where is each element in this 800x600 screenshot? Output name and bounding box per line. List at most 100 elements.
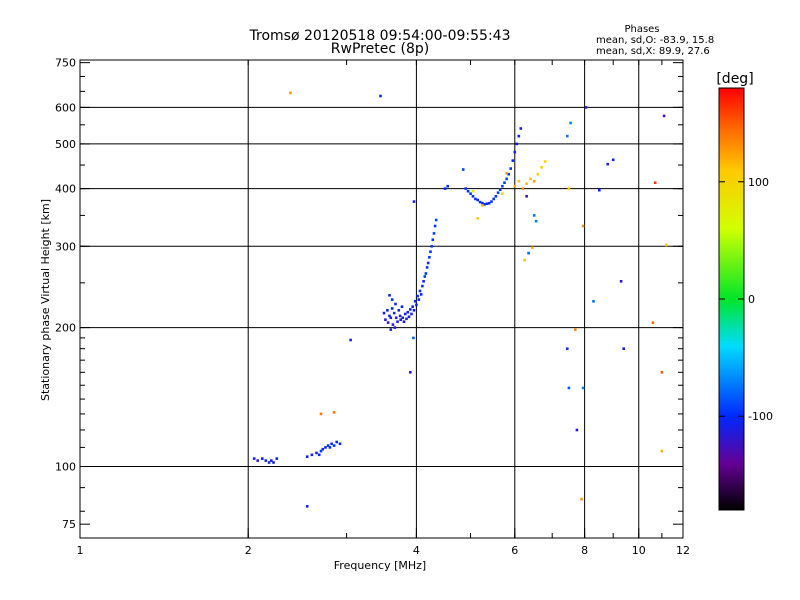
echo-point bbox=[525, 182, 528, 185]
y-tick-label: 200 bbox=[55, 322, 76, 335]
echo-point bbox=[419, 293, 423, 296]
echo-point bbox=[330, 442, 333, 446]
echo-point bbox=[407, 315, 411, 319]
echo-point bbox=[532, 180, 536, 183]
echo-point bbox=[494, 195, 498, 198]
y-tick-label: 500 bbox=[55, 138, 76, 151]
echo-point bbox=[428, 256, 431, 259]
echo-point bbox=[531, 246, 534, 249]
echo-point bbox=[425, 266, 429, 269]
echo-point bbox=[424, 272, 428, 275]
echo-point bbox=[418, 289, 422, 293]
echo-point bbox=[566, 347, 569, 350]
echo-point bbox=[335, 440, 338, 444]
echo-point bbox=[592, 300, 595, 303]
echo-point bbox=[390, 298, 394, 301]
echo-point bbox=[471, 189, 475, 193]
echo-point bbox=[461, 168, 465, 171]
echo-point bbox=[410, 312, 413, 316]
echo-point bbox=[401, 316, 404, 320]
echo-point bbox=[523, 258, 526, 262]
echo-point bbox=[310, 453, 314, 457]
echo-point bbox=[653, 181, 657, 184]
x-tick-label: 4 bbox=[413, 544, 420, 557]
phases-info-x-mode: mean, sd,X: 89.9, 27.6 bbox=[596, 46, 710, 57]
echo-point bbox=[471, 195, 475, 198]
echo-point bbox=[305, 455, 309, 458]
colorbar-tick-label: -100 bbox=[748, 410, 773, 423]
echo-point bbox=[521, 187, 525, 190]
echo-point bbox=[403, 312, 407, 316]
y-tick-label: 300 bbox=[55, 240, 76, 253]
echo-point bbox=[513, 150, 517, 154]
echo-point bbox=[379, 94, 382, 98]
colorbar-tick-label: 0 bbox=[748, 293, 755, 306]
echo-point bbox=[481, 201, 484, 205]
echo-point bbox=[464, 187, 467, 190]
x-tick-label: 6 bbox=[511, 544, 518, 557]
echo-point bbox=[567, 187, 571, 190]
echo-point bbox=[651, 321, 655, 324]
echo-point bbox=[501, 192, 504, 195]
echo-point bbox=[391, 323, 395, 326]
echo-point bbox=[622, 347, 625, 350]
echo-point bbox=[386, 309, 389, 312]
echo-point bbox=[409, 371, 412, 374]
echo-point bbox=[389, 328, 393, 331]
echo-point bbox=[421, 284, 424, 288]
echo-point bbox=[569, 121, 572, 125]
echo-point bbox=[492, 197, 495, 201]
echo-point bbox=[412, 200, 416, 203]
echo-point bbox=[252, 457, 256, 460]
echo-point bbox=[386, 321, 390, 324]
echo-point bbox=[324, 446, 327, 449]
x-tick-label: 8 bbox=[581, 544, 588, 557]
echo-point bbox=[660, 449, 664, 453]
echo-point bbox=[415, 303, 418, 307]
echo-point bbox=[409, 308, 412, 311]
echo-point bbox=[332, 444, 336, 447]
echo-point bbox=[326, 444, 330, 447]
echo-point bbox=[515, 142, 519, 146]
echo-point bbox=[272, 461, 275, 464]
y-tick-label: 100 bbox=[55, 461, 76, 474]
echo-point bbox=[422, 280, 425, 283]
plot-area bbox=[80, 60, 683, 538]
echo-point bbox=[529, 177, 532, 181]
x-tick-label: 10 bbox=[632, 544, 646, 557]
echo-point bbox=[382, 311, 386, 315]
echo-point bbox=[503, 181, 506, 184]
echo-point bbox=[392, 311, 396, 315]
echo-point bbox=[575, 428, 579, 432]
colorbar: -100 0 100 bbox=[718, 87, 773, 511]
echo-point bbox=[389, 316, 393, 320]
colorbar-tick-label: 100 bbox=[748, 176, 769, 189]
echo-point bbox=[619, 280, 623, 283]
echo-point bbox=[400, 305, 404, 308]
y-tick-label: 400 bbox=[55, 183, 76, 196]
echo-point bbox=[426, 261, 430, 265]
echo-point bbox=[397, 309, 401, 312]
echo-point bbox=[483, 203, 486, 206]
echo-point bbox=[412, 309, 416, 312]
echo-point bbox=[432, 232, 436, 235]
echo-point bbox=[417, 298, 421, 301]
echo-point bbox=[534, 219, 538, 223]
echo-point bbox=[476, 217, 479, 220]
echo-point bbox=[423, 275, 427, 278]
x-tick-label: 2 bbox=[245, 544, 252, 557]
echo-point bbox=[485, 202, 489, 205]
echo-point bbox=[396, 320, 399, 323]
echo-point bbox=[466, 189, 470, 193]
echo-point bbox=[543, 160, 547, 163]
echo-point bbox=[393, 326, 397, 329]
phases-info-o-mode: mean, sd,O: -83.9, 15.8 bbox=[596, 35, 714, 46]
echo-point bbox=[256, 459, 259, 462]
echo-point bbox=[536, 172, 540, 176]
echo-point bbox=[305, 505, 309, 508]
echo-point bbox=[394, 302, 397, 306]
echo-point bbox=[606, 162, 609, 166]
echo-point bbox=[580, 497, 583, 501]
